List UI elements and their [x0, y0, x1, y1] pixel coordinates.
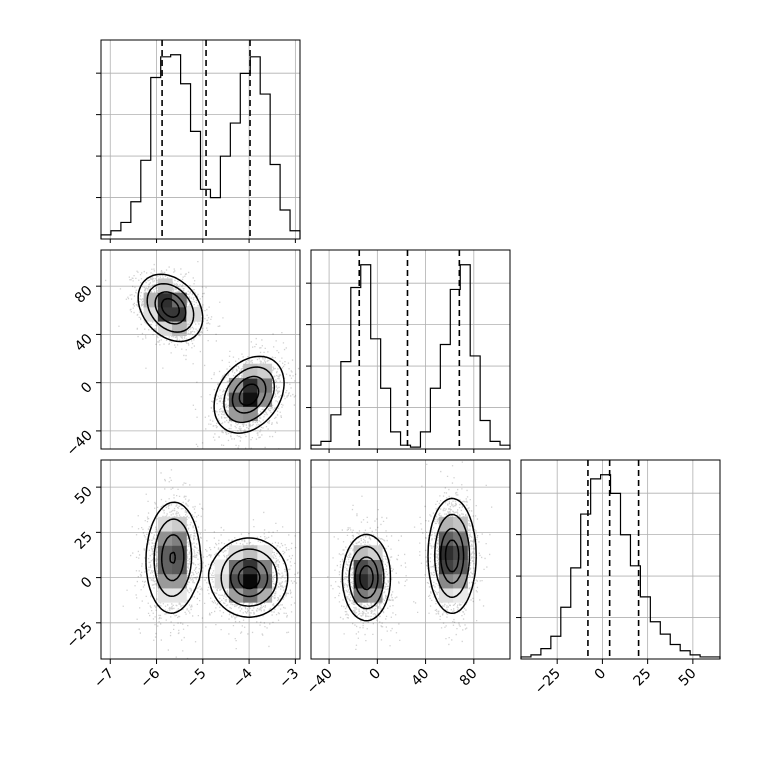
ytick-label-1-1: 0: [78, 379, 96, 397]
density-cell-1-5-9: [172, 516, 187, 532]
density-cell-1-4-4: [157, 587, 173, 603]
joint-panel-0-2: [100, 459, 301, 660]
density-cell-2-3-6: [353, 559, 369, 575]
density-cell-0-10-3: [243, 392, 258, 407]
density-cell-0-4-11: [157, 278, 173, 294]
ytick-label-1-3: 80: [72, 283, 96, 307]
density-cell-0-9-3: [228, 392, 244, 407]
contour-2-1: [348, 513, 471, 610]
joint-frame-2: [310, 459, 511, 660]
density-cell-1-5-4: [172, 587, 187, 603]
density-cell-0-11-5: [257, 363, 273, 379]
xtick-label-0-2: −5: [184, 666, 210, 692]
xtick-label-0-0: −7: [91, 666, 117, 692]
joint-content-1: [101, 460, 300, 659]
density-cell-1-4-8: [157, 531, 173, 546]
xtick-label-0-1: −6: [137, 665, 163, 691]
density-cell-0-9-4: [228, 377, 244, 393]
density-cell-1-9-4: [228, 587, 244, 603]
xtick-label-2-0: −25: [532, 666, 564, 698]
contour-0-3: [160, 297, 260, 407]
contour-0-2: [154, 291, 267, 414]
density-cell-1-4-5: [157, 573, 173, 589]
hist-frame-0: [100, 39, 301, 240]
contour-1-0: [145, 501, 289, 618]
histogram-step-1: [310, 264, 511, 449]
joint-content-0: [101, 250, 300, 449]
xtick-label-0-4: −3: [276, 666, 302, 692]
density-cell-2-4-5: [367, 573, 383, 589]
hist-panel-2: [516, 459, 721, 660]
ytick-label-1-2: 40: [72, 331, 96, 355]
hist-frame-1: [310, 249, 511, 450]
xtick-label-1-1: 0: [367, 666, 385, 684]
density-cell-0-9-2: [228, 406, 244, 422]
joint-content-2: [311, 460, 510, 659]
contour-1-3: [169, 551, 261, 590]
joint-frame-1: [100, 459, 301, 660]
joint-frame-0: [100, 249, 301, 450]
xtick-label-1-2: 40: [408, 666, 432, 690]
hist-panel-1: [306, 249, 511, 450]
density-cell-1-10-7: [243, 545, 258, 560]
ytick-label-2-3: 50: [72, 484, 96, 508]
histogram-step-0: [100, 54, 301, 239]
contour-0-0: [137, 273, 285, 434]
ytick-label-2-1: 0: [78, 574, 96, 592]
xtick-label-1-0: −40: [304, 666, 336, 698]
density-cell-1-10-4: [243, 587, 258, 603]
density-cell-1-10-5: [243, 573, 258, 589]
density-cell-1-5-5: [172, 573, 187, 589]
density-cell-2-3-7: [353, 545, 369, 560]
contour-2-3: [359, 539, 460, 591]
xtick-label-2-1: 0: [592, 666, 610, 684]
density-cell-2-10-7: [453, 545, 468, 560]
density-cell-0-10-4: [243, 377, 258, 393]
histogram-step-2: [520, 474, 721, 659]
xtick-label-2-3: 50: [676, 666, 700, 690]
xtick-label-2-2: 25: [631, 666, 655, 690]
xtick-label-0-3: −4: [230, 665, 256, 691]
joint-panel-1-2: [310, 459, 511, 660]
contour-1-2: [160, 533, 269, 598]
hist-frame-2: [520, 459, 721, 660]
joint-panel-0-1: [100, 249, 301, 450]
contour-2-2: [354, 527, 465, 599]
ytick-label-1-0: −40: [64, 427, 96, 459]
density-cell-0-5-9: [172, 306, 187, 322]
xtick-label-1-3: 80: [457, 666, 481, 690]
ytick-label-2-2: 25: [72, 529, 96, 553]
density-cell-2-10-4: [453, 587, 468, 603]
ytick-label-2-0: −25: [64, 619, 96, 651]
density-cell-2-10-6: [453, 559, 468, 575]
density-cell-2-9-5: [438, 573, 454, 589]
contour-1-1: [153, 518, 278, 607]
contour-0-1: [146, 282, 276, 424]
hist-panel-0: [96, 39, 301, 240]
density-cell-2-3-5: [353, 573, 369, 589]
contour-2-0: [341, 497, 477, 622]
density-cell-1-11-5: [257, 573, 273, 589]
samples-0: [105, 261, 300, 449]
